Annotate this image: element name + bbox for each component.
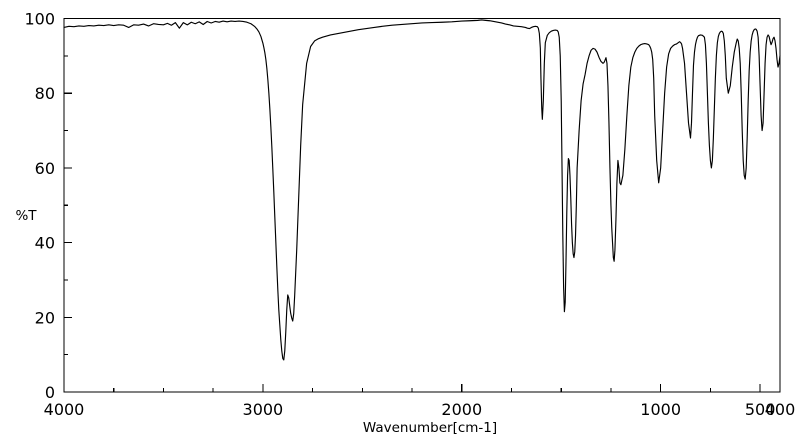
y-axis-title: %T <box>15 208 37 224</box>
y-tick-label: 100 <box>24 10 55 29</box>
y-tick-label: 0 <box>45 383 55 402</box>
y-tick-label: 60 <box>35 159 55 178</box>
y-tick-label: 20 <box>35 308 55 327</box>
x-axis-title: Wavenumber[cm-1] <box>363 420 497 436</box>
y-tick-label: 40 <box>35 234 55 253</box>
y-axis-ticks <box>64 17 72 393</box>
y-tick-label: 80 <box>35 84 55 103</box>
x-tick-label: 1000 <box>640 400 681 419</box>
x-tick-label: 500 <box>745 400 776 419</box>
y-axis-tick-labels: 0 20 40 60 80 100 <box>24 10 55 403</box>
x-tick-label: 3000 <box>243 400 284 419</box>
x-tick-label: 4000 <box>44 400 85 419</box>
x-tick-label: 400 <box>765 400 796 419</box>
spectrum-trace <box>63 19 781 361</box>
spectrum-line <box>63 19 781 361</box>
x-tick-label: 2000 <box>441 400 482 419</box>
x-axis-ticks <box>63 384 761 392</box>
